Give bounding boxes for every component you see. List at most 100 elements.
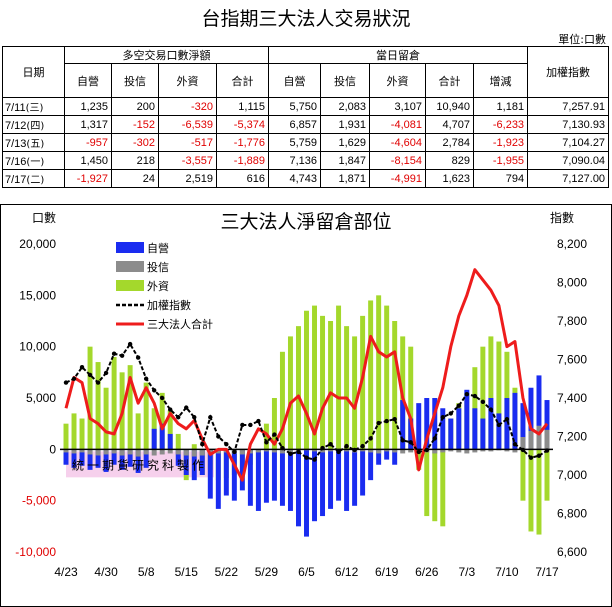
trust-bar (167, 449, 173, 454)
row-date: 7/17(二) (2, 169, 65, 188)
index-point (400, 438, 405, 443)
index-point (119, 353, 125, 358)
index-point (376, 420, 381, 426)
index-point (168, 407, 173, 412)
trust-bar (279, 449, 285, 454)
foreign-bar (328, 321, 334, 450)
dealer-bar (263, 449, 269, 503)
trust-bar (488, 449, 494, 452)
foreign-bar (480, 346, 486, 450)
legend-swatch (116, 261, 144, 272)
trust-bar (143, 449, 149, 455)
foreign-bar (263, 423, 269, 450)
dealer-bar (271, 449, 277, 501)
index-point (424, 447, 429, 453)
dealer-bar (279, 449, 285, 506)
legend-swatch (116, 242, 144, 253)
index-point (440, 415, 445, 420)
row-index: 7,127.00 (527, 169, 610, 188)
trust-bar (520, 437, 526, 450)
table-cell: -5,374 (216, 115, 269, 134)
dealer-bar (496, 413, 502, 450)
index-point (280, 445, 285, 451)
table-row: 7/12(四) 1,317 -152 -6,539 -5,374 6,857 1,931 -4… (2, 115, 610, 134)
foreign-bar (111, 356, 117, 450)
table-cell: 1,871 (320, 169, 370, 188)
x-tick-label: 5/8 (138, 565, 155, 579)
y2-axis-label: 指數 (550, 210, 574, 225)
foreign-bar (95, 362, 101, 450)
x-tick-label: 6/12 (335, 565, 359, 579)
dealer-bar (287, 449, 293, 511)
dealer-bar (159, 423, 165, 450)
row-weekday: (一) (26, 157, 45, 168)
trust-bar (472, 449, 478, 453)
table-cell: -320 (158, 97, 217, 116)
table-cell: 7,136 (268, 151, 321, 170)
dealer-bar (135, 449, 141, 473)
foreign-bar (151, 408, 157, 450)
foreign-bar (295, 326, 301, 450)
foreign-bar (127, 365, 133, 450)
dealer-bar (247, 449, 253, 506)
index-point (336, 449, 341, 455)
foreign-bar (536, 449, 542, 535)
table-row: 7/13(五) -957 -302 -517 -1,776 5,759 1,629 -4,60… (2, 133, 610, 152)
foreign-bar (279, 351, 285, 450)
index-header: 加權指數 (527, 46, 610, 98)
trust-bar (247, 449, 253, 454)
trust-bar (408, 449, 414, 453)
table-cell: -1,955 (472, 151, 529, 170)
index-point (200, 442, 205, 447)
table-cell: -1,776 (216, 133, 269, 152)
row-date-value: 7/13 (5, 138, 27, 150)
dealer-bar (376, 449, 382, 465)
index-point (368, 436, 373, 441)
trust-bar (199, 449, 205, 456)
chart-title: 三大法人淨留倉部位 (220, 211, 391, 233)
legend-label: 投信 (147, 260, 169, 274)
dealer-bar (304, 449, 309, 537)
dealer-bar (448, 418, 454, 450)
date-header: 日期 (2, 46, 65, 98)
row-date: 7/12(四) (2, 115, 65, 134)
index-point (496, 422, 502, 428)
dealer-bar (456, 408, 462, 450)
table-cell: 829 (425, 151, 474, 170)
index-point (296, 449, 301, 455)
index-point (184, 405, 189, 410)
index-point (79, 365, 85, 370)
x-tick-label: 4/23 (54, 565, 78, 579)
table-cell: 4,743 (268, 169, 321, 188)
row-index: 7,130.93 (527, 115, 610, 134)
x-tick-label: 6/19 (375, 565, 399, 579)
trust-bar (440, 449, 446, 453)
index-point (192, 415, 197, 420)
net-group-header: 多空交易口數淨額 (64, 46, 269, 64)
x-tick-label: 5/22 (215, 565, 239, 579)
watermark: 統一期貨研究科製作 (72, 457, 207, 472)
table-cell: 616 (216, 169, 269, 188)
table-cell: -6,539 (158, 115, 217, 134)
table-row: 7/11(三) 1,235 200 -320 1,115 5,750 2,083 3,107 1… (2, 97, 610, 116)
x-tick-label: 5/15 (175, 565, 199, 579)
dealer-bar (400, 400, 406, 450)
row-index: 7,090.04 (527, 151, 610, 170)
dealer-bar (167, 433, 173, 450)
index-point (224, 442, 229, 447)
table-cell: 5,750 (268, 97, 321, 116)
table-cell: 1,181 (472, 97, 529, 116)
row-date: 7/13(五) (2, 133, 65, 152)
dealer-bar (536, 375, 542, 450)
table-cell: 1,450 (64, 151, 112, 170)
y-tick-label: 0 (49, 442, 56, 456)
table-cell: 2,083 (320, 97, 370, 116)
foreign-bar (528, 449, 534, 532)
foreign-bar (63, 423, 69, 450)
index-point (536, 453, 542, 458)
index-point (160, 395, 165, 401)
row-index: 7,104.27 (527, 133, 610, 152)
trust-bar (536, 425, 542, 450)
index-point (143, 376, 149, 381)
dealer-bar (79, 449, 85, 466)
